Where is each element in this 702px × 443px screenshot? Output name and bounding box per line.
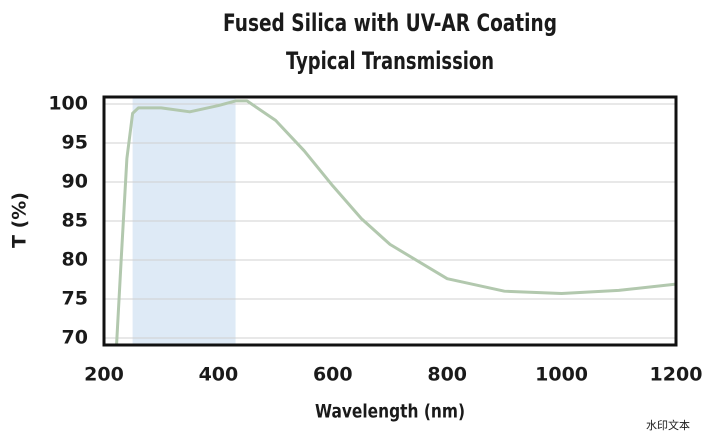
x-tick-label: 600	[313, 364, 353, 386]
x-tick-label: 1200	[650, 364, 702, 386]
x-tick-label: 400	[199, 364, 239, 386]
y-tick-label: 80	[62, 248, 88, 270]
x-tick-label: 800	[427, 364, 467, 386]
y-tick-label: 95	[62, 132, 88, 154]
x-tick-label: 200	[84, 364, 124, 386]
chart-title: Fused Silica with UV-AR Coating	[223, 9, 557, 37]
chart-subtitle: Typical Transmission	[286, 47, 494, 75]
x-tick-label: 1000	[535, 364, 588, 386]
y-tick-label: 75	[62, 287, 88, 309]
y-tick-label: 85	[62, 210, 88, 232]
y-tick-label: 100	[48, 93, 88, 115]
plot-frame	[102, 95, 678, 347]
x-axis-label: Wavelength (nm)	[315, 401, 465, 423]
watermark: 水印文本	[646, 418, 690, 432]
y-axis-label: T (%)	[9, 192, 31, 248]
line	[115, 99, 676, 345]
y-tick-label: 90	[62, 171, 88, 193]
y-tick-label: 70	[62, 326, 88, 348]
